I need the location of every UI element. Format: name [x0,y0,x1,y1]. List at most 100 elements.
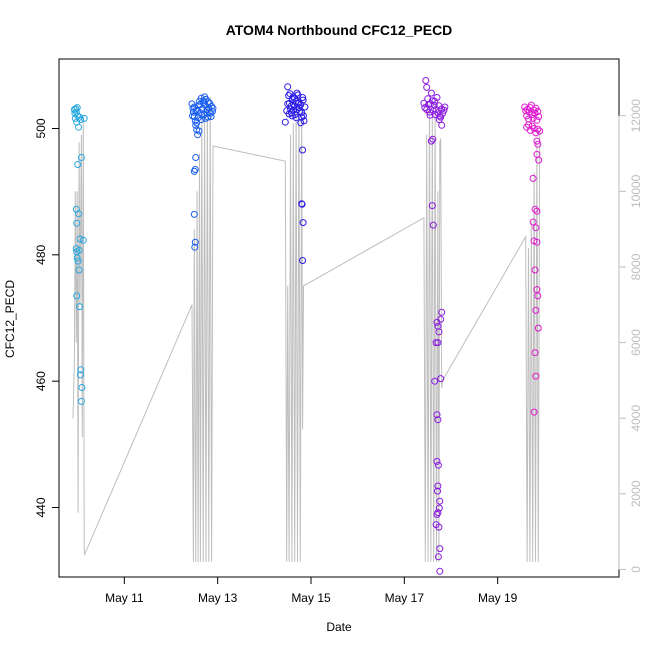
series-2-point-23 [293,89,301,97]
x-tick-label-2: May 15 [291,591,331,605]
series-2-point-31 [299,96,307,104]
series-3-point-25 [440,106,448,114]
series-4-point-41 [532,372,540,380]
series-1-point-45 [190,210,198,218]
series-2-point-34 [285,110,293,118]
y2-tick-label-1: 2000 [629,480,643,507]
series-1-point-36 [193,119,201,127]
y-tick-label-2: 480 [34,244,48,264]
series-3-point-42 [434,416,442,424]
y2-tick-label-0: 0 [629,566,643,573]
series-4-point-30 [533,207,541,215]
y2-tick-label-4: 8000 [629,253,643,280]
series-3-point-23 [431,97,439,105]
series-2-point-25 [298,109,306,117]
series-3-point-43 [433,457,441,465]
series-0-point-6 [73,104,81,112]
series-0-point-4 [72,108,80,116]
x-axis: May 11 May 13 May 15 May 17 May 19 [105,577,518,605]
series-0-point-22 [75,266,83,274]
x-tick-label-4: May 19 [478,591,518,605]
series-3-point-38 [434,339,442,347]
series-1-point-26 [192,106,200,114]
series-0-point-23 [77,154,85,161]
y-tick-label-0: 440 [34,497,48,517]
y2-tick-label-3: 6000 [629,329,643,356]
series-4-point-37 [534,292,542,300]
y-axis-right: 0 2000 4000 6000 8000 10000 12000 [618,99,643,573]
series-4-point-14 [534,107,542,115]
series-0-point-14 [73,219,81,227]
series-4-point-29 [531,205,539,213]
series-0-point-25 [73,292,81,300]
series-0-point-15 [76,235,84,243]
series-2-point-30 [297,119,305,127]
line-layer [72,96,541,562]
series-3-point-29 [427,137,435,145]
series-3-point-52 [435,523,443,531]
series-1-point-34 [207,113,215,120]
series-4-point-27 [535,156,543,164]
chart-title: ATOM4 Northbound CFC12_PECD [226,22,453,38]
y2-tick-label-5: 10000 [629,174,643,208]
series-1-point-28 [196,101,204,108]
series-2-point-32 [289,106,297,114]
series-3-point-0 [420,99,428,107]
series-3-point-44 [434,461,442,469]
series-3-point-24 [435,116,443,124]
series-2-point-27 [281,118,289,126]
series-1-point-44 [191,166,199,173]
series-2-point-29 [292,114,300,122]
series-4-point-10 [530,106,538,114]
series-5-line [72,96,541,562]
series-3-point-50 [433,511,441,518]
x-axis-label: Date [326,620,352,634]
series-4-point-20 [530,125,538,132]
series-3-point-21 [423,106,431,113]
series-0-point-27 [77,366,85,374]
series-3-point-22 [426,111,434,119]
series-1-point-47 [191,243,199,251]
series-3-point-45 [434,482,442,490]
y2-tick-label-2: 4000 [629,405,643,432]
series-0-point-8 [75,123,83,131]
series-3-point-53 [436,545,444,553]
series-0-point-21 [74,257,82,265]
y2-tick-label-6: 12000 [629,99,643,133]
series-2-point-19 [284,83,292,91]
series-4-point-42 [530,408,538,416]
series-2-point-2 [285,92,293,100]
series-4-point-39 [534,324,542,332]
series-1-point-35 [209,104,217,112]
series-0-point-28 [77,371,84,379]
series-3-point-27 [438,121,446,129]
series-4-point-38 [532,306,540,314]
series-1-point-39 [197,94,205,102]
series-0-point-29 [78,384,86,391]
series-3-point-55 [436,567,444,575]
series-1-point-38 [194,131,202,139]
series-1-point-46 [191,238,199,246]
series-0-point-26 [76,303,83,311]
series-4-point-28 [529,174,537,182]
series-3-point-11 [430,101,438,109]
series-3-point-26 [441,103,449,111]
series-2-point-33 [294,100,302,108]
series-4-point-22 [534,125,542,133]
series-4-point-21 [532,129,540,137]
x-tick-label-3: May 17 [385,591,425,605]
series-2-point-40 [299,257,307,264]
series-2-point-17 [299,94,307,101]
series-0-point-10 [77,116,84,124]
series-3-point-14 [433,94,441,101]
series-3-point-31 [429,221,437,229]
series-2-point-35 [301,103,309,111]
series-3-point-41 [433,411,441,419]
series-3-point-2 [422,77,430,84]
series-3-point-39 [437,375,445,383]
series-0-point-30 [77,397,85,405]
series-4-point-23 [536,127,544,135]
series-0-point-3 [72,105,80,113]
series-3-point-48 [435,504,443,512]
point-layer [70,77,544,575]
